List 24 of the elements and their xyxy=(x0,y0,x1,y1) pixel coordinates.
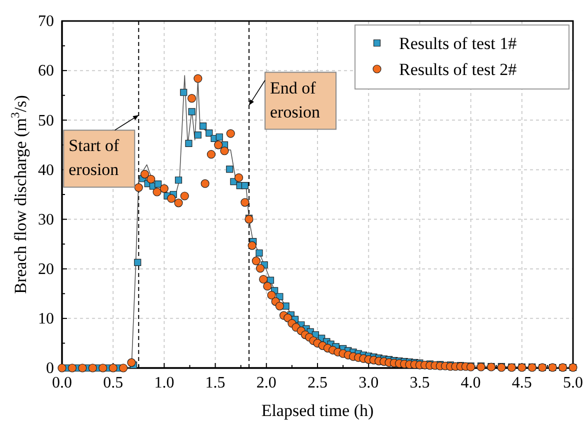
y-tick-label: 20 xyxy=(38,260,54,278)
annotation: End of erosion xyxy=(270,78,321,122)
y-tick-label: 0 xyxy=(46,360,54,378)
y-tick-label: 70 xyxy=(38,13,54,30)
y-tick-label: 50 xyxy=(38,112,54,130)
x-tick-label: 4.0 xyxy=(460,374,481,392)
x-tick-label: 2.0 xyxy=(256,374,276,392)
legend-label: Results of test 2# xyxy=(399,60,518,79)
x-tick-label: 1.0 xyxy=(154,374,174,392)
x-tick-label: 5.0 xyxy=(563,374,583,392)
y-tick-label: 30 xyxy=(38,211,54,228)
x-tick-label: 1.5 xyxy=(205,374,226,392)
legend-label: Results of test 1# xyxy=(399,34,518,53)
x-tick-label: 0.0 xyxy=(52,374,72,392)
x-tick-label: 3.5 xyxy=(410,374,430,392)
y-tick-label: 60 xyxy=(38,62,54,80)
y-tick-label: 10 xyxy=(38,310,54,328)
x-tick-label: 4.5 xyxy=(512,374,532,392)
x-tick-label: 2.5 xyxy=(308,374,328,392)
y-tick-label: 40 xyxy=(38,162,54,179)
x-axis-title: Elapsed time (h) xyxy=(261,401,374,420)
x-tick-label: 0.5 xyxy=(103,374,124,392)
x-tick-label: 3.0 xyxy=(358,374,379,392)
annotation: Start of erosion xyxy=(68,136,120,180)
